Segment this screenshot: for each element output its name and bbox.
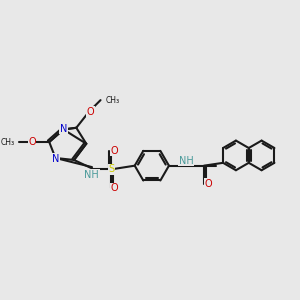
Text: N: N <box>52 154 59 164</box>
Text: O: O <box>111 183 118 193</box>
Text: O: O <box>87 106 94 116</box>
Text: CH₃: CH₃ <box>106 96 120 105</box>
Text: NH: NH <box>84 169 99 179</box>
Text: O: O <box>28 137 36 147</box>
Text: N: N <box>60 124 67 134</box>
Text: S: S <box>108 164 114 174</box>
Text: O: O <box>111 146 118 156</box>
Text: NH: NH <box>179 155 194 166</box>
Text: O: O <box>205 178 212 189</box>
Text: CH₃: CH₃ <box>1 137 15 146</box>
